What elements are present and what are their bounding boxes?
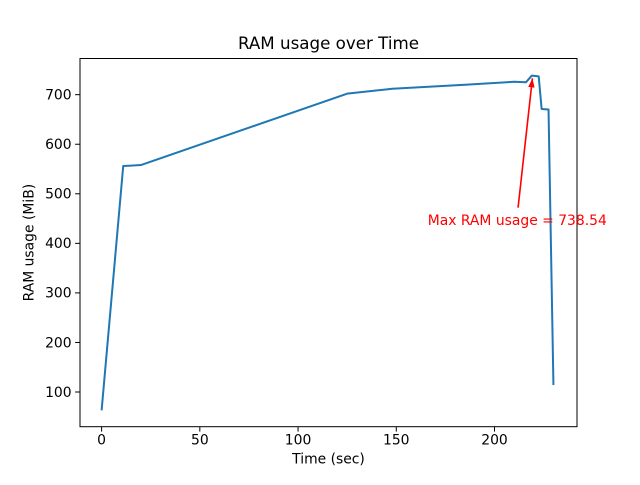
x-axis-label: Time (sec)	[291, 452, 365, 468]
x-tick-label: 150	[383, 433, 410, 449]
y-tick-label: 200	[45, 335, 72, 351]
y-tick-label: 400	[45, 236, 72, 252]
y-tick-label: 100	[45, 385, 72, 401]
chart-title: RAM usage over Time	[238, 33, 419, 53]
annotation-text: Max RAM usage = 738.54	[428, 213, 607, 229]
annotation-arrow-line	[517, 78, 534, 208]
x-tick-label: 200	[481, 433, 508, 449]
ram-usage-line	[100, 74, 555, 411]
y-axis-ticks: 100 200 300 400 500 600 700	[45, 87, 80, 401]
annotation-arrowhead	[528, 78, 535, 88]
x-tick-label: 50	[191, 433, 209, 449]
y-axis-label: RAM usage (MiB)	[22, 184, 38, 302]
y-tick-label: 500	[45, 187, 72, 203]
x-tick-label: 100	[285, 433, 312, 449]
plot-area	[79, 58, 578, 428]
max-annotation: Max RAM usage = 738.54	[428, 78, 607, 229]
x-axis-ticks: 0 50 100 150 200	[97, 426, 508, 449]
y-tick-label: 700	[45, 87, 72, 103]
y-tick-label: 600	[45, 137, 72, 153]
x-tick-label: 0	[97, 433, 106, 449]
y-tick-label: 300	[45, 286, 72, 302]
